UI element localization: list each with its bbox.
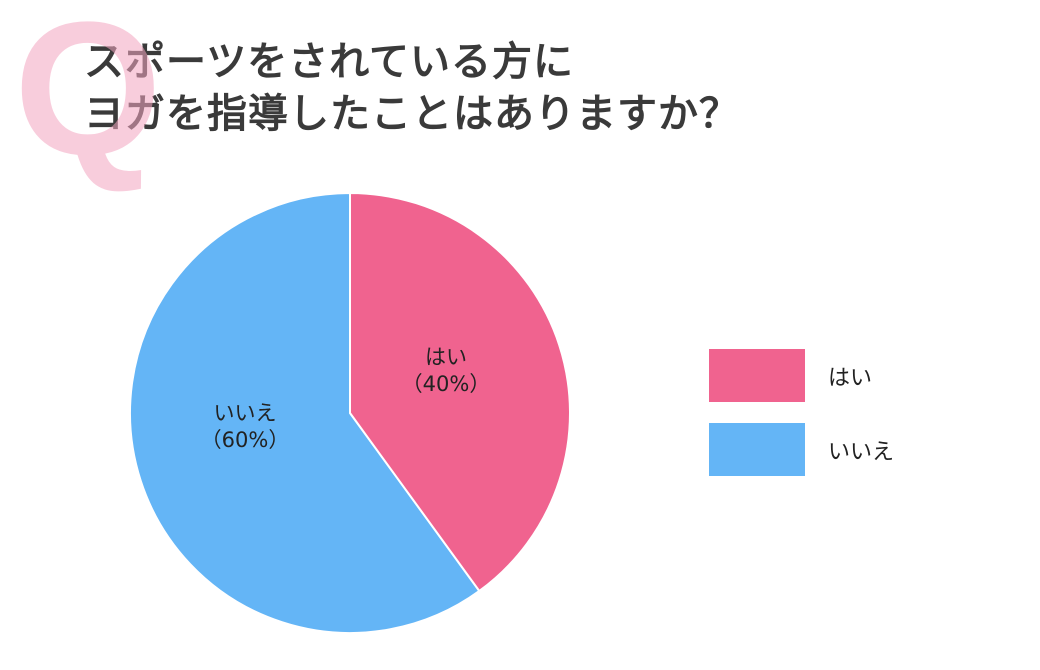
pie-slice-no	[129, 191, 481, 634]
pie-slice-yes	[349, 191, 571, 593]
slice-label-no-name: いいえ	[213, 401, 277, 425]
title-line-1: スポーツをされている方に	[84, 39, 574, 85]
legend-swatch-yes	[709, 349, 805, 402]
slice-label-yes-name: はい	[425, 345, 467, 369]
page-title: スポーツをされている方に ヨガを指導したことはありますか？	[84, 36, 740, 140]
legend-label-yes: はい	[828, 365, 873, 391]
slice-label-yes: はい （40%）	[402, 344, 491, 398]
legend-swatch-no	[709, 423, 805, 476]
legend-item-no: いいえ	[709, 423, 894, 476]
slice-label-no-pct: （60%）	[200, 428, 290, 452]
slice-label-yes-pct: （40%）	[401, 372, 491, 396]
q-mark-decoration: Q	[14, 0, 162, 195]
slice-label-no: いいえ （60%）	[201, 400, 290, 454]
title-line-2: ヨガを指導したことはありますか？	[84, 91, 740, 137]
chart-legend: はい いいえ	[709, 349, 894, 497]
legend-item-yes: はい	[709, 349, 894, 402]
legend-label-no: いいえ	[828, 439, 895, 465]
